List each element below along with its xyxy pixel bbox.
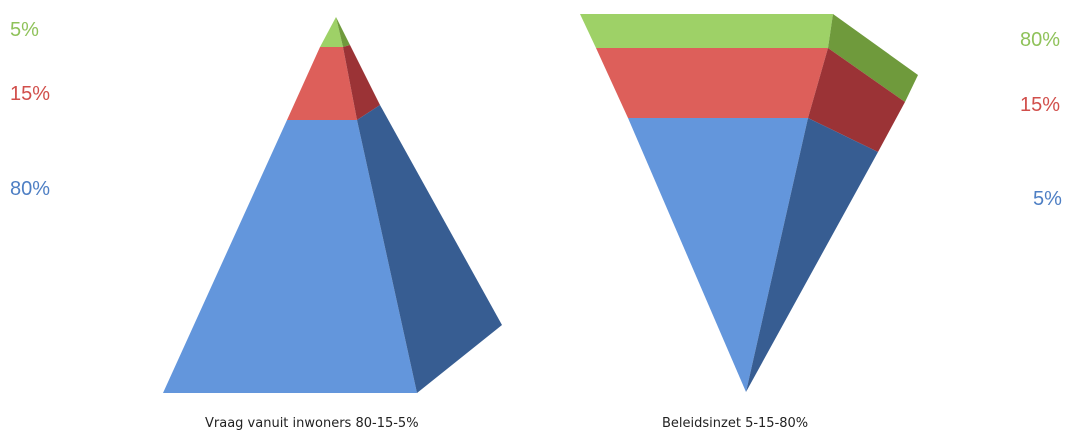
right-label-middle: 15% [1020,94,1061,116]
inverted-pyramid [580,14,918,392]
pyramid-bottom-blue-front [163,120,417,393]
pyramid-top-green-side [336,17,350,47]
inverted-top-green-front [580,14,833,48]
inverted-middle-red-front [596,48,828,118]
pyramid-middle-red-front [287,47,357,120]
right-label-bottom: 5% [1033,188,1062,210]
upright-pyramid [163,17,502,393]
pyramid-top-green-front [320,17,343,47]
inverted-bottom-blue-side [746,118,878,392]
left-label-bottom: 80% [10,178,51,200]
left-label-top: 5% [10,19,39,41]
left-caption: Vraag vanuit inwoners 80-15-5% [205,416,419,431]
inverted-bottom-blue-front [628,118,808,392]
right-label-top: 80% [1020,29,1061,51]
left-label-middle: 15% [10,83,51,105]
right-caption: Beleidsinzet 5-15-80% [662,416,809,431]
pyramid-bottom-blue-side [357,105,502,393]
inverted-middle-red-side [808,48,905,152]
inverted-top-green-side [828,14,918,102]
pyramid-middle-red-side [343,45,380,120]
